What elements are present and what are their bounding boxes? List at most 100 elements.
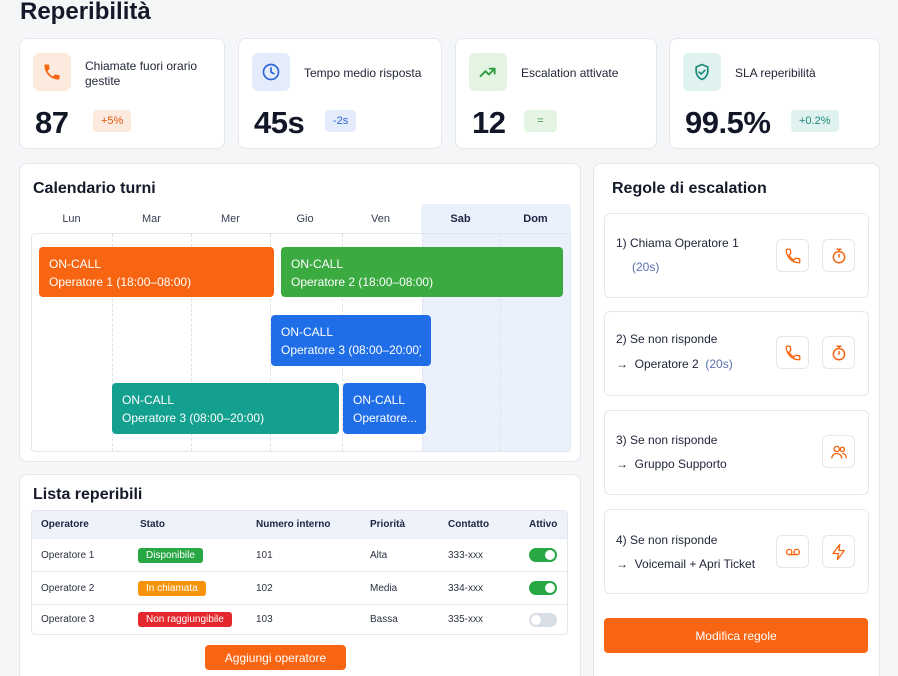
operator-name: Operatore 2 <box>41 582 95 594</box>
rule-target-name: Operatore 2 <box>634 357 699 371</box>
operators-panel: Lista reperibili Operatore Stato Numero … <box>19 474 581 676</box>
contact: 334-xxx <box>448 582 484 594</box>
day-divider <box>112 234 113 451</box>
table-header-row: Operatore Stato Numero interno Priorità … <box>32 511 567 538</box>
calendar-panel: Calendario turni Lun Mar Mer Gio Ven Sab… <box>19 163 581 462</box>
bolt-icon[interactable] <box>822 535 855 568</box>
add-operator-button[interactable]: Aggiungi operatore <box>205 645 346 670</box>
rule-number: 4) <box>616 533 627 547</box>
kpi-badge: +5% <box>93 110 132 132</box>
status-cell: Disponibile <box>138 539 203 571</box>
day-divider <box>191 234 192 451</box>
escalation-rule[interactable]: 4) Se non risponde → Voicemail + Apri Ti… <box>604 509 869 594</box>
extension: 101 <box>256 549 273 561</box>
status-badge: In chiamata <box>138 580 206 596</box>
rule-delay: (20s) <box>632 260 660 274</box>
escalation-rule[interactable]: 3) Se non risponde → Gruppo Supporto <box>604 410 869 495</box>
escalation-rule[interactable]: 1) Chiama Operatore 1 (20s) <box>604 213 869 298</box>
operator-name: Operatore 3 <box>41 614 95 625</box>
edit-rules-button[interactable]: Modifica regole <box>604 618 868 653</box>
kpi-value: 45s <box>254 105 305 140</box>
arrow-right-icon: → <box>616 457 628 471</box>
rule-target-name: Voicemail + Apri Ticket <box>634 557 756 571</box>
rule-step: 4) Se non risponde <box>616 533 717 547</box>
status-badge: Non raggiungibile <box>138 612 232 627</box>
phone-icon <box>33 53 71 91</box>
contact: 333-xxx <box>448 549 484 561</box>
active-toggle[interactable] <box>529 612 557 627</box>
day-header-weekend: Sab <box>421 204 500 234</box>
escalation-rule[interactable]: 2) Se non risponde → Operatore 2 (20s) <box>604 311 869 396</box>
kpi-card-response-time: Tempo medio risposta 45s -2s <box>238 38 442 149</box>
shift-block[interactable]: ON-CALL Operatore 3 (08:00–20:00) <box>112 383 339 434</box>
rule-number: 2) <box>616 332 627 346</box>
toggle-cell <box>529 539 557 571</box>
arrow-right-icon: → <box>616 357 628 371</box>
day-header: Mar <box>142 213 161 225</box>
column-header: Stato <box>140 519 165 530</box>
stopwatch-icon[interactable] <box>822 336 855 369</box>
status-cell: Non raggiungibile <box>138 605 232 634</box>
table-row[interactable]: Operatore 1 Disponibile 101 Alta 333-xxx <box>32 538 567 571</box>
kpi-value: 99.5% <box>685 105 771 140</box>
day-header: Mer <box>221 213 240 225</box>
status-cell: In chiamata <box>138 572 206 604</box>
day-header: Lun <box>62 213 81 225</box>
column-header: Attivo <box>529 519 558 530</box>
shift-detail: Operatore... <box>353 411 416 425</box>
kpi-badge: +0.2% <box>791 110 839 132</box>
trending-up-icon <box>469 53 507 91</box>
status-badge: Disponibile <box>138 547 203 563</box>
clock-icon <box>252 53 290 91</box>
kpi-card-calls: Chiamate fuori orario gestite 87 +5% <box>19 38 225 149</box>
phone-icon[interactable] <box>776 336 809 369</box>
column-header: Numero interno <box>256 519 331 530</box>
rule-delay: (20s) <box>705 357 733 371</box>
shield-check-icon <box>683 53 721 91</box>
column-header: Contatto <box>448 519 490 530</box>
shift-block[interactable]: ON-CALL Operatore 1 (18:00–08:00) <box>39 247 274 297</box>
operator-name: Operatore 1 <box>41 549 95 561</box>
shift-block[interactable]: ON-CALL Operatore 3 (08:00–20:00) <box>271 315 431 366</box>
rule-target: → Voicemail + Apri Ticket <box>616 557 755 571</box>
kpi-value: 12 <box>472 105 506 140</box>
rule-number: 3) <box>616 433 627 447</box>
users-icon[interactable] <box>822 435 855 468</box>
shift-label: ON-CALL <box>291 257 344 271</box>
active-toggle[interactable] <box>529 548 557 562</box>
arrow-right-icon: → <box>616 557 628 571</box>
contact: 335-xxx <box>448 614 484 625</box>
day-divider <box>270 234 271 451</box>
kpi-label: SLA reperibilità <box>735 66 816 80</box>
shift-detail: Operatore 1 (18:00–08:00) <box>49 275 192 289</box>
phone-icon[interactable] <box>776 239 809 272</box>
shift-label: ON-CALL <box>49 257 102 271</box>
shift-block[interactable]: ON-CALL Operatore 2 (18:00–08:00) <box>281 247 563 297</box>
day-header: Gio <box>296 213 314 225</box>
day-header-weekend: Dom <box>500 204 571 234</box>
voicemail-icon[interactable] <box>776 535 809 568</box>
shift-detail: Operatore 3 (08:00–20:00) <box>122 411 265 425</box>
table-row[interactable]: Operatore 2 In chiamata 102 Media 334-xx… <box>32 571 567 604</box>
toggle-cell <box>529 572 557 604</box>
column-header: Priorità <box>370 519 406 530</box>
shift-label: ON-CALL <box>353 393 406 407</box>
shift-detail: Operatore 3 (08:00–20:00) <box>281 343 421 357</box>
extension: 103 <box>256 614 273 625</box>
kpi-label: Chiamate fuori orario gestite <box>85 59 198 88</box>
kpi-badge: = <box>524 110 557 132</box>
day-divider <box>500 234 501 451</box>
shift-block[interactable]: ON-CALL Operatore... <box>343 383 426 434</box>
priority: Alta <box>370 549 388 561</box>
priority: Bassa <box>370 614 398 625</box>
table-row[interactable]: Operatore 3 Non raggiungibile 103 Bassa … <box>32 604 567 634</box>
rule-number: 1) <box>616 236 627 250</box>
extension: 102 <box>256 582 273 594</box>
active-toggle[interactable] <box>529 581 557 595</box>
shift-label: ON-CALL <box>122 393 175 407</box>
day-header: Ven <box>371 213 390 225</box>
shift-detail: Operatore 2 (18:00–08:00) <box>291 275 434 289</box>
priority: Media <box>370 582 398 594</box>
rule-step: 1) Chiama Operatore 1 <box>616 236 739 250</box>
stopwatch-icon[interactable] <box>822 239 855 272</box>
